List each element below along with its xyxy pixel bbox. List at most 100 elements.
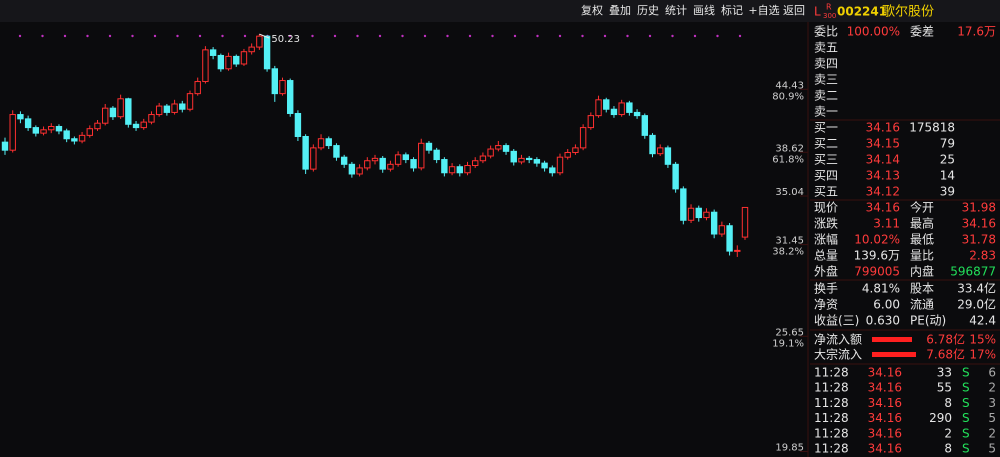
candle-body	[148, 114, 155, 123]
candle-body	[186, 93, 194, 110]
row-label: 量比	[910, 249, 934, 263]
candle-body	[356, 167, 363, 175]
trade-side: S	[962, 426, 970, 440]
event-dot	[18, 34, 22, 38]
ask-label: 卖三	[814, 73, 838, 87]
row-value: 31.78	[962, 233, 996, 247]
ask-label: 卖四	[814, 57, 838, 71]
toolbar-button[interactable]: 历史	[637, 4, 659, 17]
candle-body	[294, 112, 302, 137]
toolbar-button[interactable]: 画线	[693, 3, 715, 17]
candle-body	[271, 68, 278, 95]
row-value: 31.98	[962, 201, 996, 215]
toolbar-button[interactable]: 复权	[581, 3, 603, 17]
candle-body	[94, 122, 101, 130]
event-dot	[41, 34, 44, 38]
max-label: 50.23	[271, 34, 300, 45]
candle-body	[302, 135, 309, 170]
row-label: 换手	[814, 282, 838, 296]
trade-price: 34.16	[868, 411, 902, 425]
trade-count: 2	[988, 381, 996, 395]
event-dot	[356, 34, 359, 38]
flow-amount: 6.78亿	[926, 332, 965, 347]
toolbar-button[interactable]: 叠加	[609, 4, 631, 17]
toolbar-button[interactable]: 返回	[783, 4, 805, 17]
fib-label: 38.2%	[772, 247, 804, 258]
event-dot	[63, 34, 67, 38]
candle-body	[495, 145, 502, 150]
event-dot	[468, 34, 472, 38]
row-value: 2.83	[969, 249, 996, 263]
candle-body	[649, 134, 656, 155]
event-dot	[716, 34, 719, 38]
flow-ratio: 15%	[969, 333, 996, 347]
candle-body	[703, 211, 710, 219]
row-value: 596877	[950, 265, 996, 279]
panel-separators	[810, 119, 1000, 365]
candle-body	[472, 160, 479, 167]
toolbar-button[interactable]: 标记	[721, 3, 743, 17]
candle-body	[55, 125, 63, 132]
row-value: 29.0亿	[957, 297, 996, 312]
row-label: 今开	[910, 200, 934, 215]
row-value: 10.02%	[854, 233, 900, 247]
candle-body	[587, 115, 595, 129]
candle-body	[179, 103, 186, 110]
row-value: 42.4	[969, 314, 996, 328]
candle-body	[379, 157, 386, 170]
y-tick-label: 31.45	[775, 236, 804, 247]
y-tick-label: 25.65	[775, 327, 804, 338]
event-dot	[693, 34, 697, 38]
bid-price: 34.12	[866, 185, 900, 199]
row-label: 流通	[910, 298, 934, 312]
candle-body	[518, 157, 525, 163]
trade-volume: 33	[937, 366, 952, 380]
candle-body	[317, 138, 325, 149]
candle-body	[125, 98, 132, 125]
bid-price: 34.16	[866, 121, 900, 135]
bid-label: 买四	[814, 169, 838, 183]
candle-body	[687, 207, 695, 221]
bid-price: 34.13	[866, 169, 900, 183]
candle-body	[310, 147, 317, 170]
y-tick-label: 35.04	[775, 187, 804, 198]
candle-body	[741, 206, 749, 238]
row-label: 股本	[910, 282, 934, 296]
candle-body	[348, 163, 356, 175]
fib-label: 61.8%	[772, 154, 804, 165]
row-label: 外盘	[814, 264, 838, 279]
event-dot	[626, 34, 629, 38]
block-inflow-bar	[872, 352, 916, 357]
flow-amount: 7.68亿	[926, 347, 965, 362]
candle-body	[248, 46, 255, 53]
event-dot	[513, 34, 517, 38]
candle-body	[456, 166, 463, 174]
trade-side: S	[962, 396, 970, 410]
candle-body	[418, 142, 425, 169]
stock-name: 歌尔股份	[882, 5, 934, 20]
candle-body	[626, 102, 633, 113]
row-label: 总量	[814, 249, 838, 263]
toolbar-button[interactable]: +自选	[748, 4, 779, 17]
toolbar-button[interactable]: 统计	[665, 4, 687, 17]
candle-body	[225, 55, 232, 70]
event-dot	[558, 34, 562, 38]
event-dot	[378, 34, 382, 38]
bid-volume: 39	[940, 185, 955, 199]
candle-body	[672, 163, 679, 190]
candle-body	[78, 134, 86, 142]
row-value: 139.6万	[854, 249, 900, 263]
bid-label: 买二	[814, 137, 838, 151]
y-tick-label: 38.62	[775, 143, 804, 154]
candle-body	[433, 149, 440, 161]
trade-time: 11:28	[814, 381, 849, 395]
candle-body	[657, 147, 664, 155]
candle-body	[364, 160, 371, 169]
candle-body	[117, 98, 124, 118]
candle-body	[163, 105, 171, 113]
trade-time: 11:28	[814, 426, 849, 440]
candle-body	[556, 156, 564, 174]
event-dot	[671, 34, 674, 38]
candle-body	[387, 163, 394, 170]
